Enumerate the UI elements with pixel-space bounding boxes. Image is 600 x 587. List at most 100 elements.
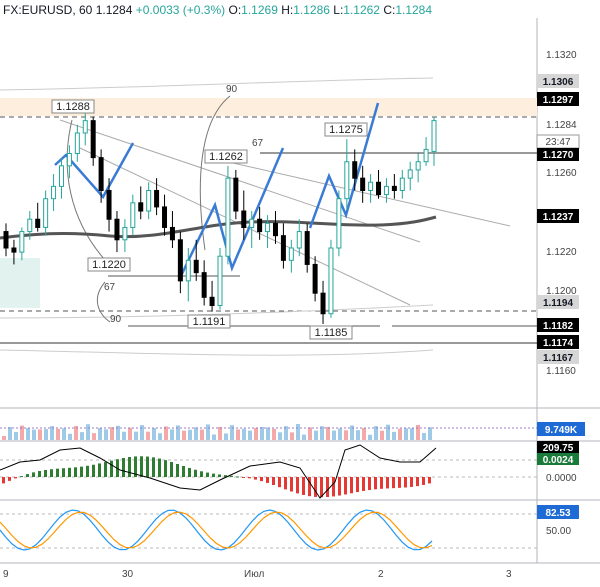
candle-down[interactable] [90, 120, 96, 159]
candle-down[interactable] [391, 185, 397, 191]
candle-down[interactable] [114, 218, 120, 241]
volume-bar [134, 431, 138, 440]
symbol-name[interactable]: FX:EURUSD, 60 [3, 3, 93, 17]
price-change: +0.0033 (+0.3%) [135, 3, 226, 17]
resistance-zone[interactable] [0, 98, 537, 116]
arc-left-bottom[interactable] [96, 281, 111, 323]
candle-up[interactable] [51, 185, 57, 200]
candle-up[interactable] [58, 165, 64, 187]
candle-up[interactable] [249, 218, 255, 228]
candle-down[interactable] [233, 177, 239, 212]
time-label-9: 9 [3, 569, 9, 580]
volume-bar [176, 425, 180, 440]
volume-bar [416, 425, 420, 440]
harmonic-pattern-1[interactable] [54, 142, 135, 200]
candle-down[interactable] [138, 202, 144, 212]
volume-bars[interactable] [2, 424, 432, 440]
badge-text-11167: 1.1167 [543, 353, 573, 364]
candle-down[interactable] [35, 218, 41, 228]
candle-up[interactable] [185, 259, 191, 282]
harmonic-pattern-2[interactable] [178, 147, 285, 279]
candle-down[interactable] [98, 157, 104, 191]
angle-label-90-left: 90 [110, 314, 122, 325]
candle-down[interactable] [193, 259, 199, 274]
badge-text-11306: 1.1306 [543, 77, 574, 88]
arc-mid[interactable] [199, 95, 231, 251]
candle-up[interactable] [383, 185, 389, 196]
candle-down[interactable] [241, 210, 247, 228]
macd-line[interactable] [0, 444, 437, 499]
macd-bar [236, 476, 239, 478]
volume-bar [410, 428, 414, 440]
candle-down[interactable] [376, 181, 382, 196]
volume-bar [98, 427, 102, 440]
candle-down[interactable] [280, 235, 286, 261]
candles[interactable] [3, 112, 437, 324]
candle-up[interactable] [399, 177, 405, 191]
candle-up[interactable] [82, 120, 88, 134]
candle-up[interactable] [19, 231, 25, 253]
macd-bar [284, 477, 287, 490]
envelope-lower [0, 304, 434, 319]
candle-down[interactable] [272, 222, 278, 237]
candle-down[interactable] [257, 218, 263, 233]
candle-up[interactable] [368, 181, 374, 191]
candle-down[interactable] [360, 177, 366, 191]
candle-up[interactable] [122, 226, 128, 241]
price-tick-11160: 1.1160 [546, 366, 576, 377]
arc-left[interactable] [66, 119, 106, 261]
candle-up[interactable] [146, 189, 152, 212]
candle-down[interactable] [201, 272, 207, 298]
price-axis[interactable]: 1.1320 1.1284 1.1260 1.1220 1.1200 1.116… [546, 50, 577, 377]
candle-up[interactable] [288, 247, 294, 261]
pivot-label-1288: 1.1288 [51, 99, 95, 114]
candle-down[interactable] [312, 263, 318, 294]
stoch-k-line[interactable] [0, 509, 433, 551]
candle-up[interactable] [217, 255, 223, 307]
volume-bar [362, 428, 366, 440]
candle-down[interactable] [209, 296, 215, 307]
candle-down[interactable] [3, 231, 9, 249]
candle-up[interactable] [407, 169, 413, 179]
stoch-d-line[interactable] [0, 511, 433, 549]
candle-down[interactable] [154, 189, 160, 208]
candle-down[interactable] [162, 206, 168, 228]
time-axis[interactable]: 9 30 Июл 2 3 [3, 569, 512, 580]
candle-down[interactable] [352, 161, 358, 179]
volume-bar [212, 434, 216, 440]
candle-down[interactable] [106, 189, 112, 220]
volume-bar [194, 427, 198, 440]
candle-up[interactable] [336, 198, 342, 249]
candle-up[interactable] [431, 120, 437, 152]
macd-bar [374, 477, 377, 490]
trendline-mid[interactable] [219, 159, 511, 227]
candle-up[interactable] [328, 247, 334, 315]
candle-up[interactable] [43, 198, 49, 228]
macd-bar [386, 477, 389, 489]
volume-bar [68, 433, 72, 440]
price-badge-11174: 1.1174 [537, 335, 579, 349]
candle-down[interactable] [320, 292, 326, 315]
candle-up[interactable] [344, 161, 350, 200]
candle-up[interactable] [27, 218, 33, 233]
macd-bar [422, 477, 425, 485]
candle-up[interactable] [265, 222, 271, 233]
candle-down[interactable] [304, 231, 310, 265]
candle-up[interactable] [415, 161, 421, 171]
macd-bar [242, 477, 245, 478]
candle-up[interactable] [74, 132, 80, 155]
harmonic-pattern-3[interactable] [308, 102, 380, 229]
candle-up[interactable] [130, 202, 136, 228]
badge-text-11174: 1.1174 [543, 338, 573, 349]
candle-up[interactable] [423, 148, 429, 163]
angle-label-67-left: 67 [104, 282, 116, 293]
candle-down[interactable] [177, 239, 183, 282]
candle-down[interactable] [11, 247, 17, 253]
candle-up[interactable] [66, 153, 72, 167]
trendline-upper[interactable] [59, 119, 421, 243]
candle-up[interactable] [225, 177, 231, 257]
support-box[interactable] [0, 258, 40, 308]
candle-up[interactable] [296, 231, 302, 249]
candle-down[interactable] [169, 226, 175, 241]
